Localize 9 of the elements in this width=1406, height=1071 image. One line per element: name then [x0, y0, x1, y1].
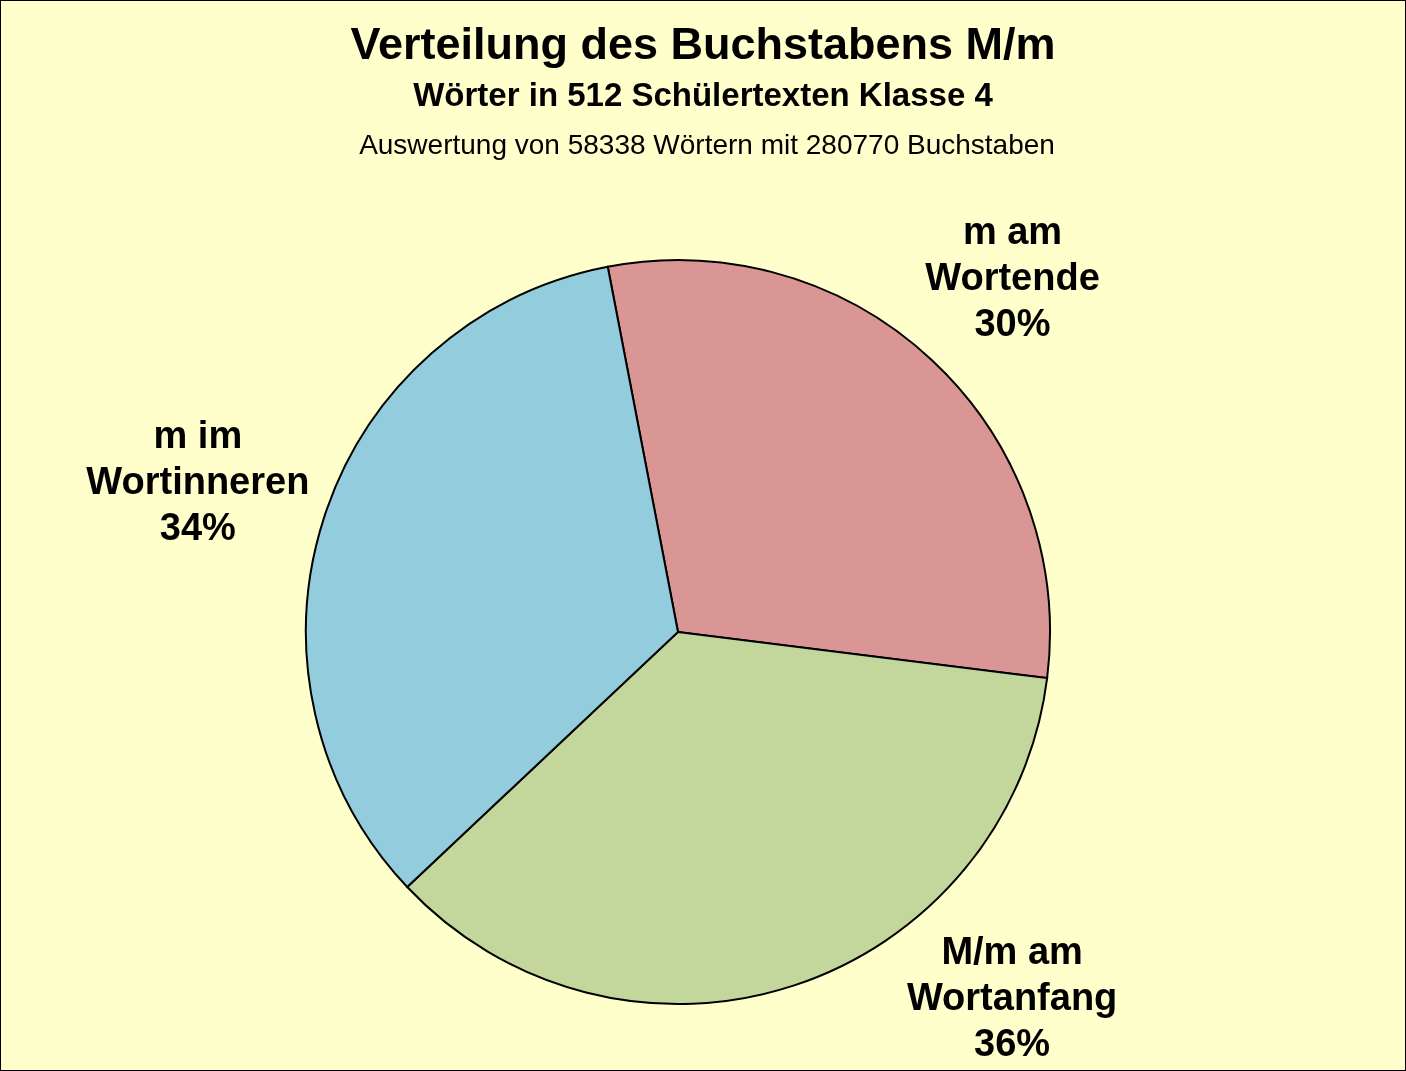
chart-title: Verteilung des Buchstabens M/m: [350, 18, 1056, 69]
data-label: 34%: [159, 506, 236, 549]
data-label: 30%: [974, 301, 1051, 344]
text: Auswertung von 58338 Wörtern mit 280770 Buchstaben: [359, 129, 1055, 160]
chart-subtitle: Wörter in 512 Schülertexten Klasse 4: [413, 76, 994, 113]
slice-label: M/m am Wortanfang: [906, 930, 1118, 1018]
data-label: 36%: [974, 1022, 1051, 1064]
slice-label: m im Wortinneren: [86, 414, 310, 503]
slice-label: m am Wortende: [925, 209, 1100, 298]
